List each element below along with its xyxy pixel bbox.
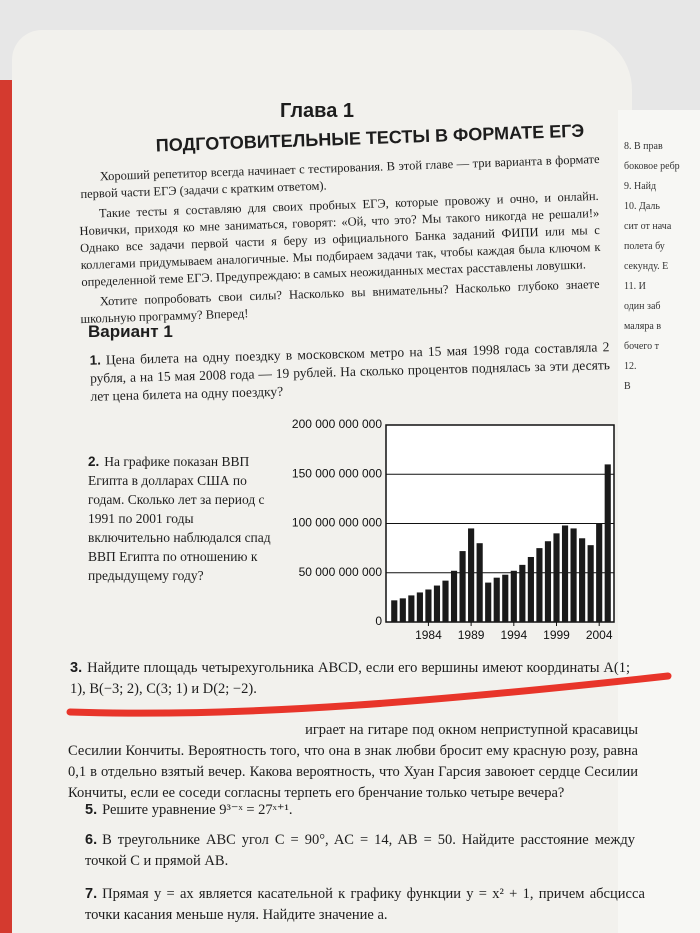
problem-5: 5. Решите уравнение 9³⁻ˣ = 27ˣ⁺¹. [85,800,625,821]
bar [536,548,543,622]
bar [502,574,509,622]
bar [391,600,398,622]
problem-number: 4. [288,722,300,738]
x-tick-label: 2004 [586,628,613,642]
problem-number: 3. [70,660,83,676]
bar [561,525,569,622]
x-tick-label: 1989 [458,628,485,642]
problem-text: играет на гитаре под окном неприступной … [68,722,638,801]
y-tick-label: 150 000 000 000 [292,466,382,480]
y-tick-label: 100 000 000 000 [292,516,382,530]
bar [425,589,432,622]
bar [553,533,560,622]
y-tick-label: 0 [375,614,382,628]
y-tick-label: 50 000 000 000 [299,565,383,579]
red-underline [66,672,672,717]
y-tick-label: 200 000 000 000 [292,417,382,431]
problem-text: На графике показан ВВП Египта в долларах… [88,454,271,583]
bar [596,523,603,622]
fragment: один заб [624,301,661,312]
bar [476,543,483,622]
bar [485,582,492,622]
fragment: 11. И [624,281,646,292]
fragment: 12. [624,361,637,372]
problem-3: 3. Найдите площадь четырехугольника ABCD,… [70,658,630,700]
bar [519,564,526,622]
fragment: 9. Найд [624,181,657,192]
bar [442,580,449,622]
bar [468,528,475,622]
bar [433,585,441,622]
bar [399,598,406,622]
next-page [618,110,700,933]
bar [587,545,594,622]
fragment: полета бу [624,241,665,252]
bar [604,464,611,622]
problem-7: 7. Прямая y = ax является касательной к г… [85,884,645,926]
problem-text: В треугольнике ABC угол C = 90°, AC = 14… [85,832,635,869]
chapter: Глава 1 [280,100,355,122]
bar [493,577,500,622]
problem-number: 2. [88,454,100,469]
problem-2: 2. На графике показан ВВП Египта в доллар… [88,452,278,585]
problem-text: Найдите площадь четырехугольника ABCD, е… [70,660,630,697]
fragment: секунду. Е [624,261,669,272]
fragment: бочего т [624,341,660,352]
problem-4: 4.играет на гитаре под окном неприступно… [68,720,638,804]
fragment: 10. Даль [624,201,660,212]
x-tick-label: 1999 [543,628,570,642]
fragment: 8. В прав [624,141,663,152]
bar [408,595,415,622]
problem-6: 6. В треугольнике ABC угол C = 90°, AC = … [85,830,635,872]
x-tick-label: 1984 [415,628,442,642]
bar [579,538,586,622]
fragment: боковое ребр [624,161,680,172]
bar [544,541,552,622]
chart: 0 50 000 000 000 100 000 000 000 150 000 00… [292,417,615,642]
bar [416,592,423,622]
next-page-fragments: 8. В прав боковое ребр 9. Найд 10. Даль сит … [624,140,700,400]
bar [527,556,534,622]
problem-number: 5. [85,802,98,818]
variant: Вариант 1 [88,322,173,341]
bar [450,570,458,622]
problem-number: 7. [85,886,98,902]
problem-text: Решите уравнение 9³⁻ˣ = 27ˣ⁺¹. [102,802,293,818]
problem-number: 6. [85,832,98,848]
bar [459,551,466,622]
problem-text: Прямая y = ax является касательной к гра… [85,886,645,923]
bar [570,528,577,622]
fragment: сит от нача [624,221,672,232]
x-tick-label: 1994 [500,628,527,642]
fragment: В [624,381,631,392]
bar [510,570,517,622]
fragment: маляра в [624,321,662,332]
